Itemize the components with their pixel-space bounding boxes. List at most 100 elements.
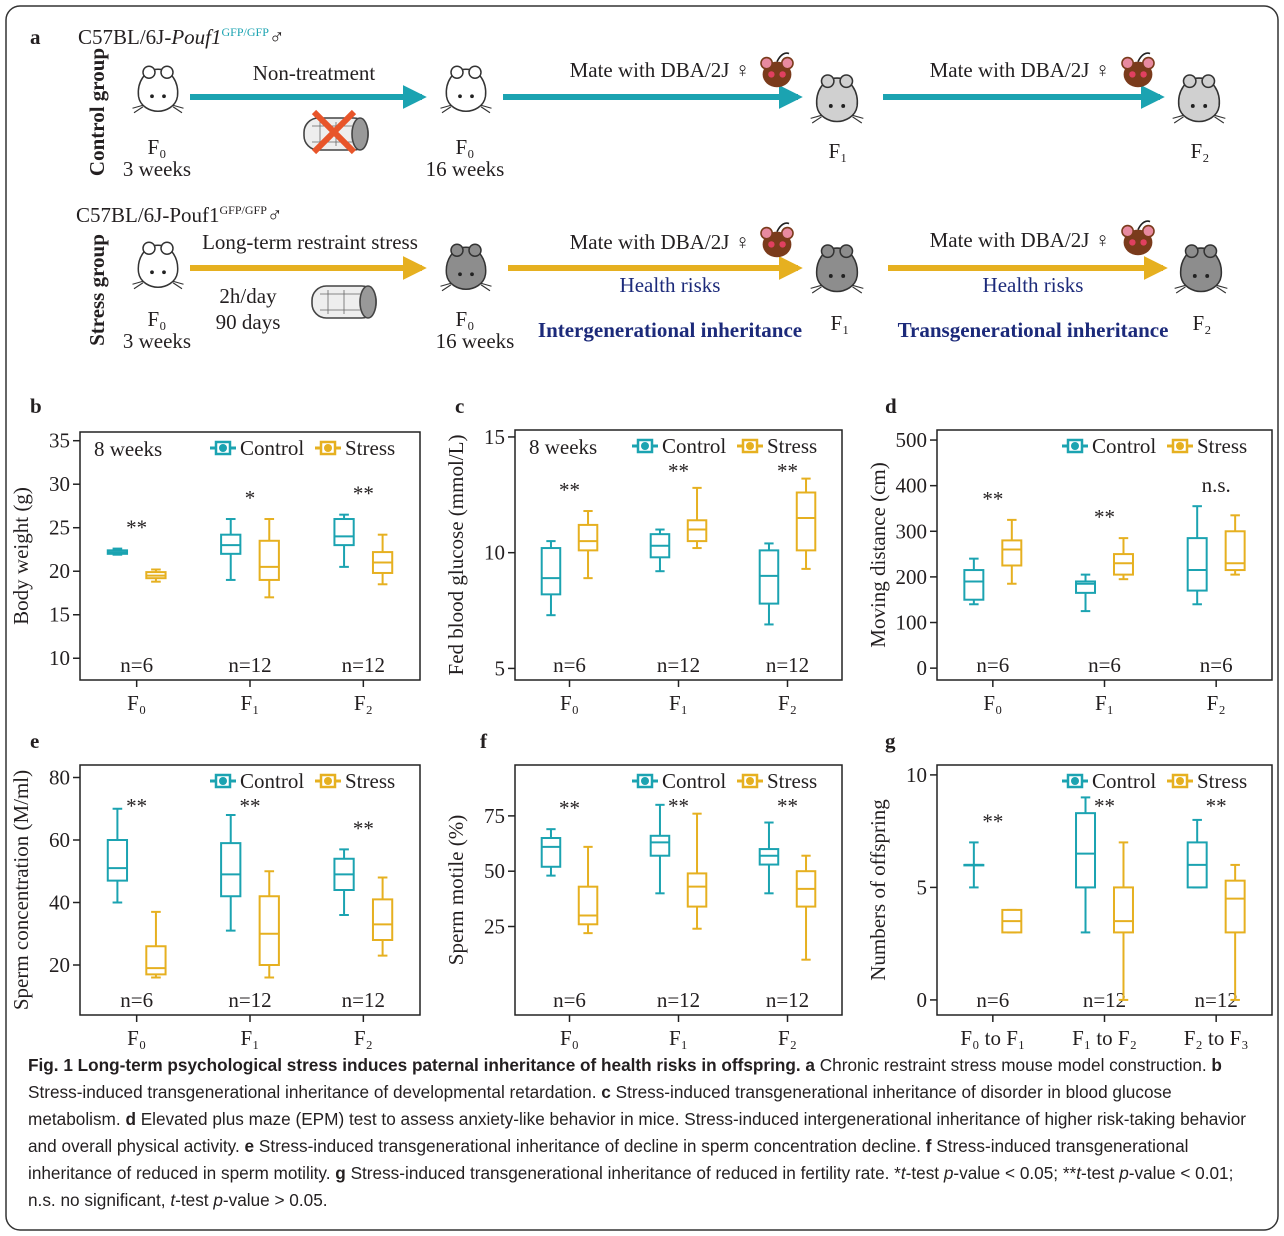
significance: ** xyxy=(982,809,1003,833)
n-label: n=12 xyxy=(766,653,809,677)
caption-text: p xyxy=(1119,1163,1129,1183)
significance: ** xyxy=(126,794,147,818)
y-tick-label: 0 xyxy=(917,656,928,680)
y-tick-label: 25 xyxy=(49,516,70,540)
mate-icon xyxy=(1122,53,1154,87)
caption-text: -test xyxy=(175,1190,213,1210)
box xyxy=(760,550,779,603)
significance: ** xyxy=(982,487,1003,511)
inheritance-label: Transgenerational inheritance xyxy=(898,318,1169,342)
x-tick-label: F₂ xyxy=(778,691,797,715)
y-axis-label: Body weight (g) xyxy=(9,487,33,625)
legend-label: Control xyxy=(1092,434,1156,458)
y-tick-label: 75 xyxy=(484,804,505,828)
caption-text: Fig. 1 Long-term psychological stress in… xyxy=(28,1055,801,1075)
strain-sex: ♂ xyxy=(267,203,283,227)
y-tick-label: 20 xyxy=(49,953,70,977)
n-label: n=6 xyxy=(976,988,1009,1012)
figure: a C57BL/6J-Pouf1GFP/GFP♂ Control group N… xyxy=(0,0,1284,1236)
legend-label: Stress xyxy=(767,434,817,458)
age: 16 weeks xyxy=(426,157,505,181)
box xyxy=(797,493,816,551)
n-label: n=12 xyxy=(228,653,271,677)
mate-label: Mate with DBA/2J ♀ xyxy=(930,228,1111,252)
caption-text: g xyxy=(335,1163,346,1183)
y-tick-label: 35 xyxy=(49,429,70,453)
caption-text: p xyxy=(944,1163,954,1183)
annotation: 8 weeks xyxy=(94,437,162,461)
caption-text: p xyxy=(213,1190,223,1210)
y-tick-label: 10 xyxy=(49,646,70,670)
generation: F₂ xyxy=(1190,139,1209,163)
risk-label: Health risks xyxy=(620,273,721,297)
group-label: Stress group xyxy=(85,234,109,346)
n-label: n=12 xyxy=(766,988,809,1012)
mouse-icon xyxy=(133,66,184,113)
legend-label: Control xyxy=(1092,769,1156,793)
box xyxy=(260,896,279,965)
significance: n.s. xyxy=(1202,473,1231,497)
significance: ** xyxy=(1206,794,1227,818)
box xyxy=(334,519,353,545)
legend-swatch xyxy=(641,777,649,785)
x-tick-label: F₁ xyxy=(240,691,259,715)
strain-name: C57BL/6J- xyxy=(78,25,171,49)
n-label: n=12 xyxy=(228,988,271,1012)
n-label: n=6 xyxy=(1088,653,1121,677)
box xyxy=(146,946,165,974)
panel-label: c xyxy=(455,394,464,418)
strain-sup: GFP/GFP xyxy=(222,25,270,39)
caption-text: Stress-induced transgenerational inherit… xyxy=(28,1082,601,1102)
legend-label: Stress xyxy=(767,769,817,793)
legend-label: Control xyxy=(662,769,726,793)
mouse-icon xyxy=(1173,75,1226,123)
n-label: n=12 xyxy=(657,988,700,1012)
x-tick-label: F₀ xyxy=(127,1026,146,1050)
n-label: n=6 xyxy=(553,988,586,1012)
box xyxy=(542,838,561,867)
y-tick-label: 500 xyxy=(896,428,928,452)
y-axis-label: Moving distance (cm) xyxy=(866,462,890,647)
significance: ** xyxy=(777,459,798,483)
generation: F₀ xyxy=(455,135,474,159)
mate-label: Mate with DBA/2J ♀ xyxy=(930,58,1111,82)
box xyxy=(260,541,279,580)
caption-text: Stress-induced transgenerational inherit… xyxy=(254,1136,926,1156)
caption-text: -test xyxy=(906,1163,944,1183)
legend-label: Control xyxy=(662,434,726,458)
y-axis-label: Numbers of offspring xyxy=(866,799,890,981)
caption-text: d xyxy=(125,1109,136,1129)
age: 3 weeks xyxy=(123,329,191,353)
y-tick-label: 400 xyxy=(896,474,928,498)
panel-label: a xyxy=(30,25,41,49)
n-label: n=6 xyxy=(1200,653,1233,677)
y-tick-label: 10 xyxy=(484,541,505,565)
box xyxy=(373,899,392,940)
mate-label: Mate with DBA/2J ♀ xyxy=(570,58,751,82)
legend-swatch xyxy=(219,444,227,452)
caption-text: e xyxy=(245,1136,255,1156)
box xyxy=(579,525,598,550)
legend-swatch xyxy=(1071,442,1079,450)
significance: ** xyxy=(126,516,147,540)
box xyxy=(1002,540,1021,565)
legend-label: Stress xyxy=(345,436,395,460)
n-label: n=12 xyxy=(342,653,385,677)
strain-name: C57BL/6J-Pouf1 xyxy=(76,203,220,227)
significance: ** xyxy=(353,482,374,506)
y-tick-label: 50 xyxy=(484,859,505,883)
inheritance-label: Intergenerational inheritance xyxy=(538,318,802,342)
box xyxy=(1114,887,1133,932)
x-tick-label: F₀ xyxy=(560,691,579,715)
strain: C57BL/6J-Pouf1GFP/GFP♂ xyxy=(78,25,285,49)
n-label: n=6 xyxy=(120,988,153,1012)
y-tick-label: 300 xyxy=(896,519,928,543)
legend-swatch xyxy=(641,442,649,450)
age: 3 weeks xyxy=(123,157,191,181)
generation: F₁ xyxy=(830,311,849,335)
n-label: n=6 xyxy=(120,653,153,677)
strain-sup: GFP/GFP xyxy=(220,203,268,217)
mouse-icon xyxy=(811,75,864,123)
y-tick-label: 25 xyxy=(484,915,505,939)
panel-label: d xyxy=(885,394,897,418)
